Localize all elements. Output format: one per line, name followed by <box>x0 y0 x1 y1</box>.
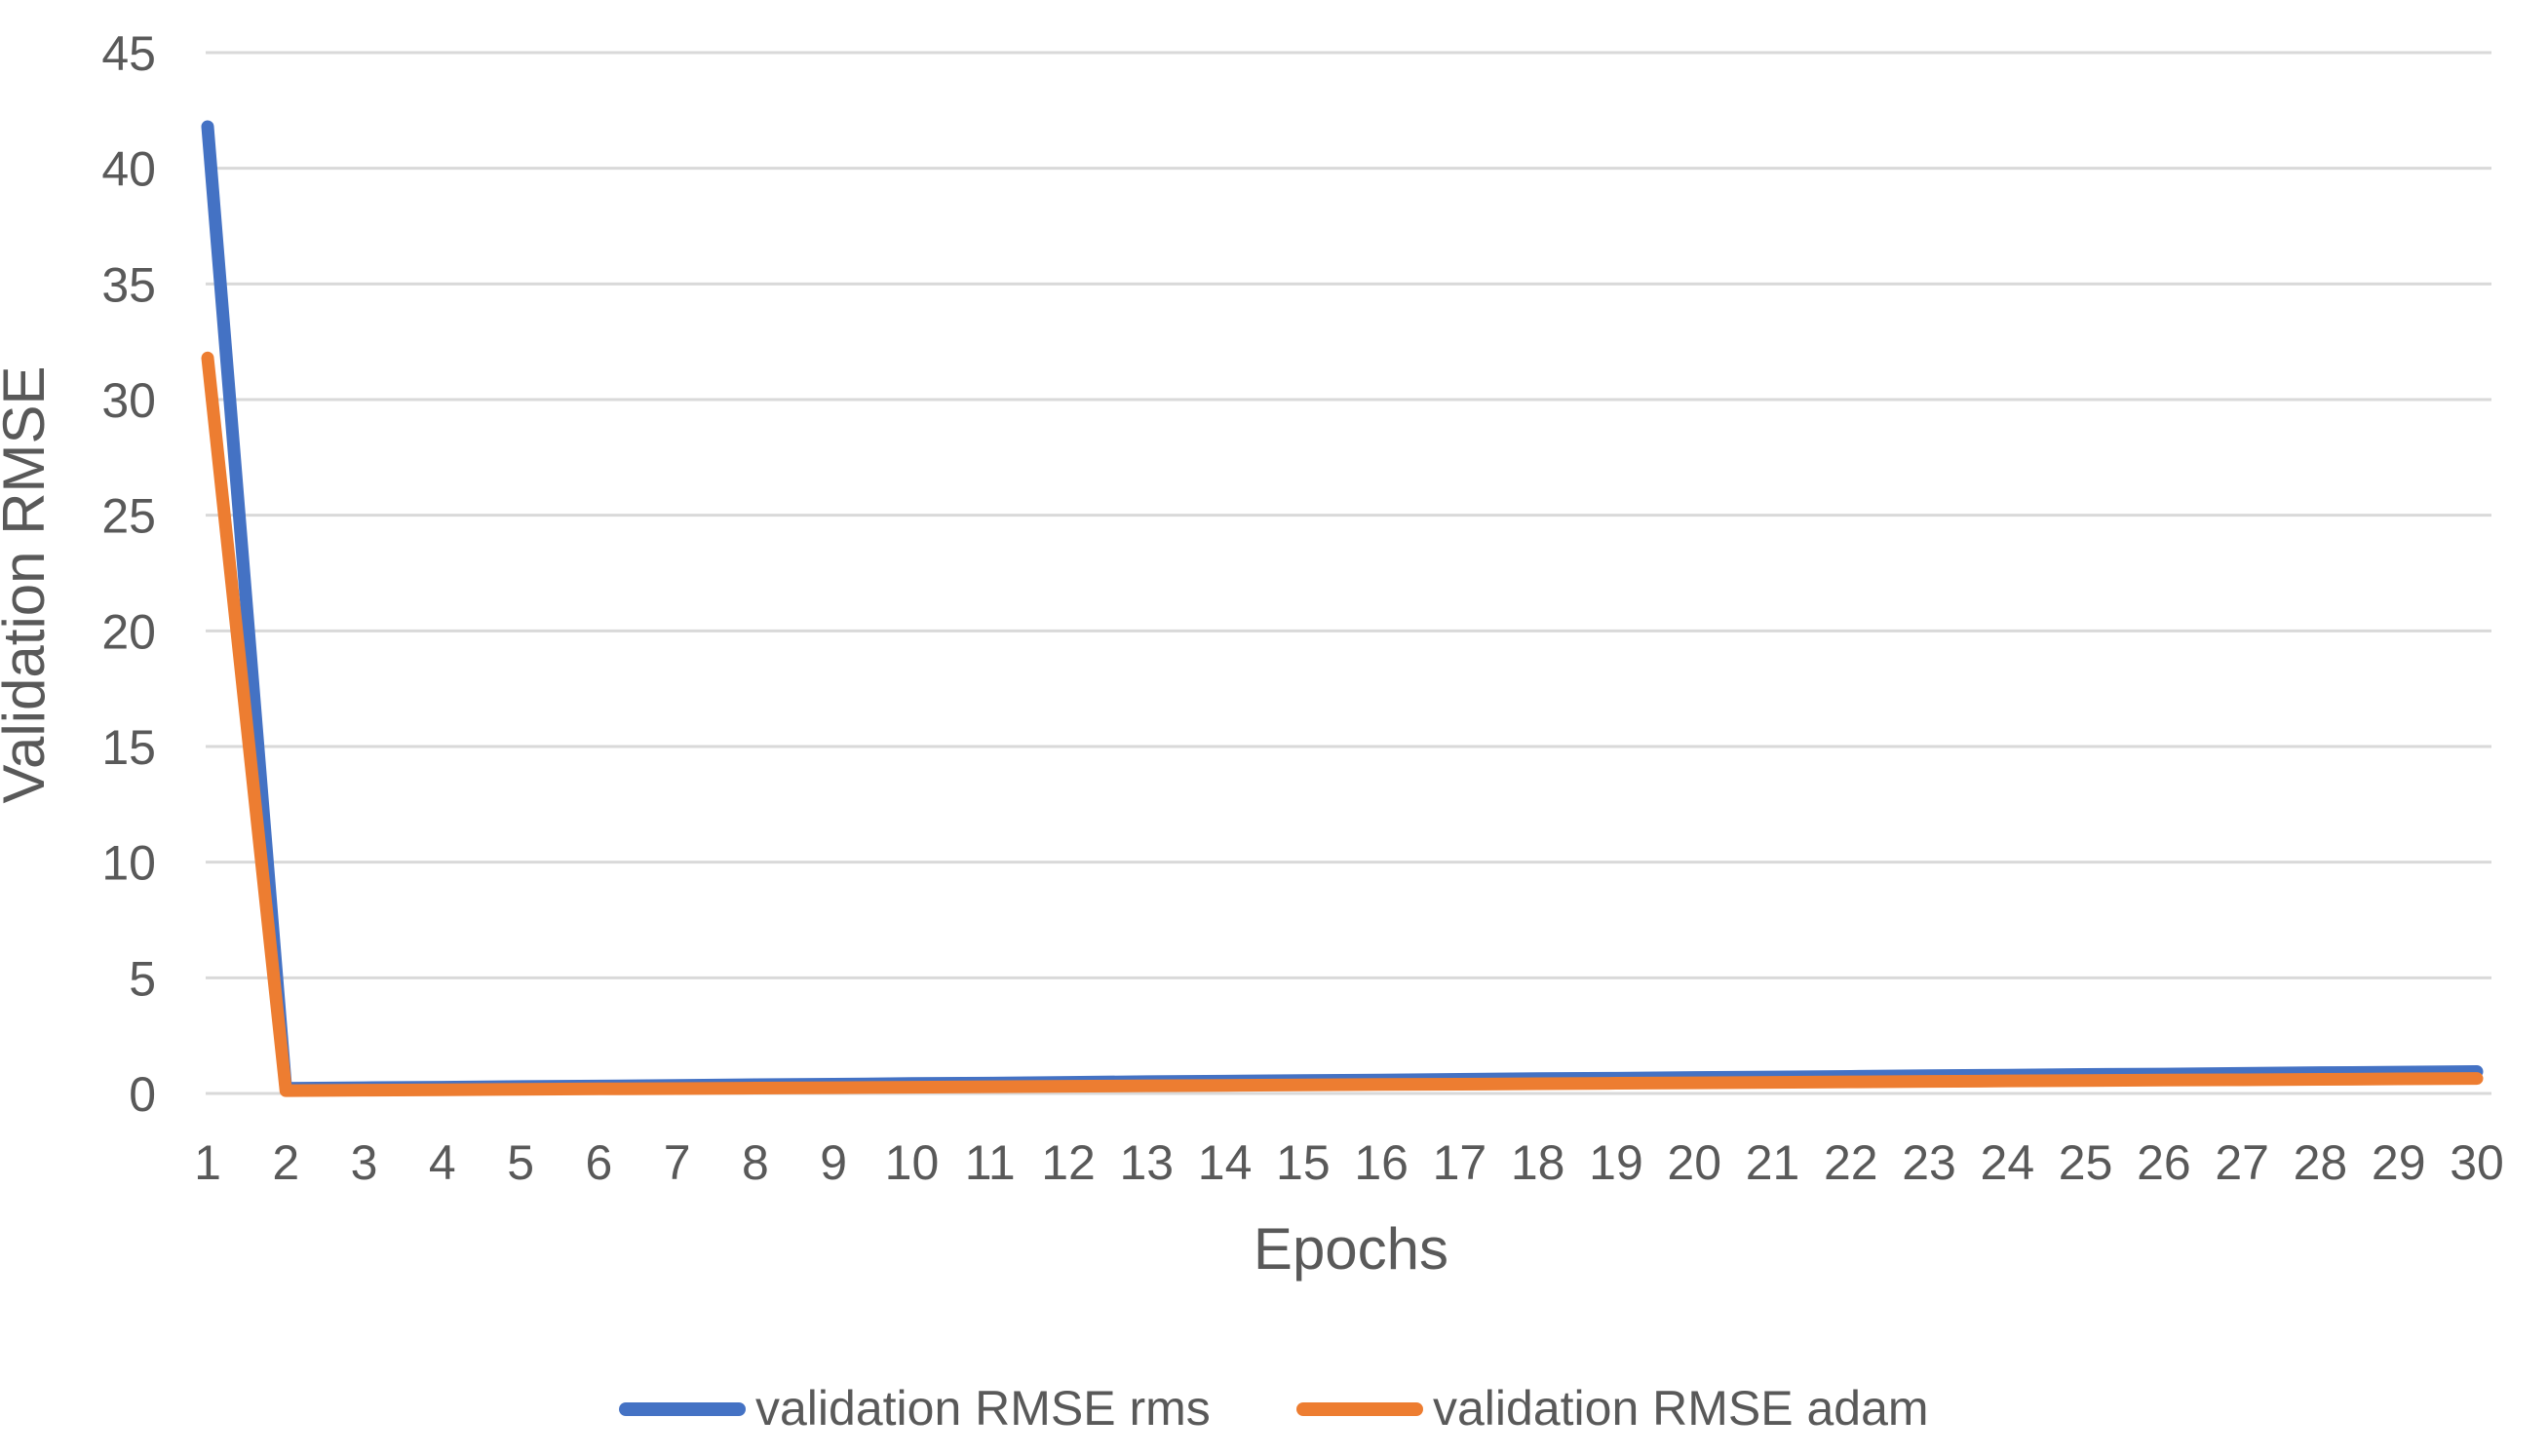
series-lines <box>201 120 2484 1097</box>
legend-label-rms: validation RMSE rms <box>755 1381 1211 1436</box>
x-tick-label-12: 12 <box>1041 1135 1096 1190</box>
x-tick-label-9: 9 <box>820 1135 847 1190</box>
x-tick-label-15: 15 <box>1276 1135 1331 1190</box>
series-line-rms <box>201 120 2484 1095</box>
y-axis-tick-labels: 0 5 10 15 20 25 30 35 40 45 <box>101 26 156 1122</box>
y-tick-label-25: 25 <box>101 489 156 544</box>
x-tick-label-11: 11 <box>965 1135 1016 1190</box>
x-axis-title: Epochs <box>1254 1216 1448 1282</box>
y-tick-label-15: 15 <box>101 720 156 775</box>
x-tick-label-18: 18 <box>1511 1135 1565 1190</box>
y-axis-title: Validation RMSE <box>0 365 57 803</box>
x-tick-label-16: 16 <box>1354 1135 1409 1190</box>
x-tick-label-29: 29 <box>2372 1135 2426 1190</box>
x-tick-label-20: 20 <box>1667 1135 1721 1190</box>
x-tick-label-14: 14 <box>1198 1135 1253 1190</box>
x-tick-label-17: 17 <box>1433 1135 1487 1190</box>
x-tick-label-4: 4 <box>429 1135 456 1190</box>
x-tick-label-22: 22 <box>1824 1135 1878 1190</box>
x-tick-label-1: 1 <box>194 1135 221 1190</box>
legend: validation RMSE rms validation RMSE adam <box>619 1381 1929 1436</box>
x-tick-label-10: 10 <box>885 1135 940 1190</box>
x-tick-label-23: 23 <box>1902 1135 1956 1190</box>
legend-label-adam: validation RMSE adam <box>1433 1381 1929 1436</box>
x-tick-label-28: 28 <box>2294 1135 2348 1190</box>
y-tick-label-0: 0 <box>129 1067 156 1122</box>
x-tick-label-19: 19 <box>1589 1135 1643 1190</box>
x-axis-tick-labels: 1 2 3 4 5 6 7 8 9 10 11 12 13 14 15 16 17 18 19 20 21 22 23 24 2… <box>194 1135 2504 1190</box>
y-tick-label-20: 20 <box>101 604 156 659</box>
y-tick-label-45: 45 <box>101 26 156 81</box>
y-tick-label-10: 10 <box>101 836 156 891</box>
legend-swatch-rms <box>619 1402 746 1416</box>
series-line-adam <box>201 351 2484 1097</box>
x-tick-label-7: 7 <box>664 1135 691 1190</box>
x-tick-label-8: 8 <box>742 1135 769 1190</box>
x-tick-label-24: 24 <box>1981 1135 2035 1190</box>
x-tick-label-26: 26 <box>2137 1135 2191 1190</box>
x-tick-label-27: 27 <box>2215 1135 2269 1190</box>
x-tick-label-5: 5 <box>507 1135 534 1190</box>
y-tick-label-5: 5 <box>129 951 156 1006</box>
x-tick-label-6: 6 <box>585 1135 612 1190</box>
x-tick-label-25: 25 <box>2059 1135 2113 1190</box>
x-tick-label-30: 30 <box>2450 1135 2504 1190</box>
y-tick-label-35: 35 <box>101 257 156 312</box>
x-tick-label-3: 3 <box>351 1135 378 1190</box>
gridlines <box>206 51 2491 1095</box>
y-tick-label-40: 40 <box>101 142 156 197</box>
legend-swatch-adam <box>1296 1402 1423 1416</box>
x-tick-label-21: 21 <box>1746 1135 1800 1190</box>
x-tick-label-13: 13 <box>1119 1135 1174 1190</box>
y-tick-label-30: 30 <box>101 373 156 428</box>
x-tick-label-2: 2 <box>272 1135 299 1190</box>
